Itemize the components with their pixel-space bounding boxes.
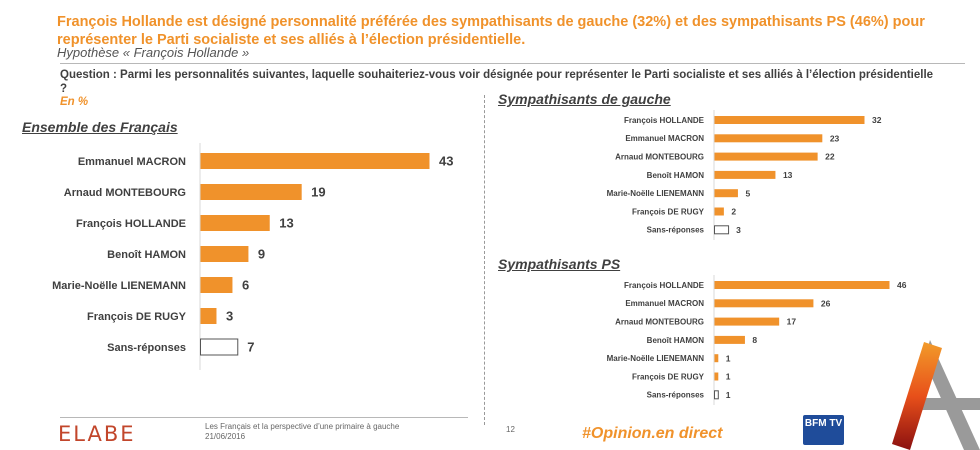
bar	[714, 317, 780, 326]
category-label: Marie-Noëlle LIENEMANN	[607, 189, 705, 198]
study-date: 21/06/2016	[205, 432, 246, 441]
chart-title-ps: Sympathisants PS	[498, 256, 621, 272]
data-label: 17	[787, 317, 797, 327]
study-title: Les Français et la perspective d’une pri…	[205, 422, 400, 431]
column-divider	[484, 95, 485, 425]
data-label: 2	[731, 207, 736, 217]
category-label: Arnaud MONTEBOURG	[615, 152, 704, 161]
bar	[714, 390, 719, 400]
page-number: 12	[506, 425, 515, 434]
header-divider	[60, 63, 965, 64]
data-label: 1	[726, 353, 731, 363]
category-label: Benoît HAMON	[647, 336, 705, 345]
bar	[200, 338, 239, 356]
data-label: 19	[311, 185, 325, 200]
category-label: Sans-réponses	[647, 391, 705, 400]
data-label: 3	[226, 309, 233, 324]
bar	[714, 354, 719, 363]
decorative-a-logo	[892, 340, 980, 450]
bfm-tv-logo: BFM TV	[803, 415, 844, 445]
data-label: 22	[825, 152, 835, 162]
data-label: 1	[726, 390, 731, 400]
category-label: Emmanuel MACRON	[78, 156, 186, 168]
category-label: François DE RUGY	[632, 372, 705, 381]
bar	[714, 225, 730, 235]
chart-title-ensemble: Ensemble des Français	[22, 119, 178, 135]
bar	[714, 299, 814, 308]
category-label: Emmanuel MACRON	[625, 299, 704, 308]
bar	[200, 215, 270, 231]
bar	[714, 207, 724, 216]
bar	[714, 170, 776, 179]
footer-study-info: Les Français et la perspective d’une pri…	[205, 422, 399, 442]
subtitle: Hypothèse « François Hollande »	[57, 45, 250, 60]
bar	[200, 153, 430, 169]
bar	[714, 152, 818, 161]
data-label: 13	[279, 216, 293, 231]
data-label: 13	[783, 170, 793, 180]
data-label: 1	[726, 372, 731, 382]
bar	[714, 134, 823, 143]
category-label: François DE RUGY	[87, 311, 187, 323]
bar	[714, 335, 745, 344]
data-label: 9	[258, 247, 265, 262]
bar	[714, 372, 719, 381]
data-label: 46	[897, 280, 907, 290]
category-label: Arnaud MONTEBOURG	[64, 187, 186, 199]
bar	[200, 246, 249, 262]
data-label: 7	[247, 340, 254, 355]
category-label: François HOLLANDE	[624, 116, 705, 125]
bar	[200, 184, 302, 200]
chart-title-gauche: Sympathisants de gauche	[498, 91, 671, 107]
data-label: 26	[821, 298, 831, 308]
data-label: 5	[745, 188, 750, 198]
question-text: Question : Parmi les personnalités suiva…	[60, 69, 934, 95]
bar	[714, 116, 865, 124]
bar	[200, 308, 217, 324]
category-label: Emmanuel MACRON	[625, 134, 704, 143]
hashtag: #Opinion.en direct	[582, 425, 723, 442]
footer-divider	[60, 417, 468, 418]
category-label: François DE RUGY	[632, 207, 705, 216]
category-label: François HOLLANDE	[76, 218, 186, 230]
bar	[200, 277, 233, 293]
category-label: Arnaud MONTEBOURG	[615, 317, 704, 326]
data-label: 43	[439, 154, 453, 169]
headline: François Hollande est désigné personnali…	[57, 14, 925, 48]
category-label: Marie-Noëlle LIENEMANN	[607, 354, 705, 363]
bar	[714, 281, 890, 289]
category-label: Benoît HAMON	[647, 171, 705, 180]
data-label: 6	[242, 278, 249, 293]
elabe-logo: ELABE	[58, 422, 136, 446]
category-label: Benoît HAMON	[107, 249, 186, 261]
category-label: François HOLLANDE	[624, 281, 705, 290]
data-label: 32	[872, 115, 882, 125]
category-label: Sans-réponses	[107, 342, 186, 354]
data-label: 3	[736, 225, 741, 235]
unit-label: En %	[60, 96, 89, 108]
data-label: 8	[752, 335, 757, 345]
category-label: Marie-Noëlle LIENEMANN	[52, 280, 186, 292]
category-label: Sans-réponses	[647, 226, 705, 235]
data-label: 23	[830, 133, 840, 143]
bar	[714, 189, 738, 198]
